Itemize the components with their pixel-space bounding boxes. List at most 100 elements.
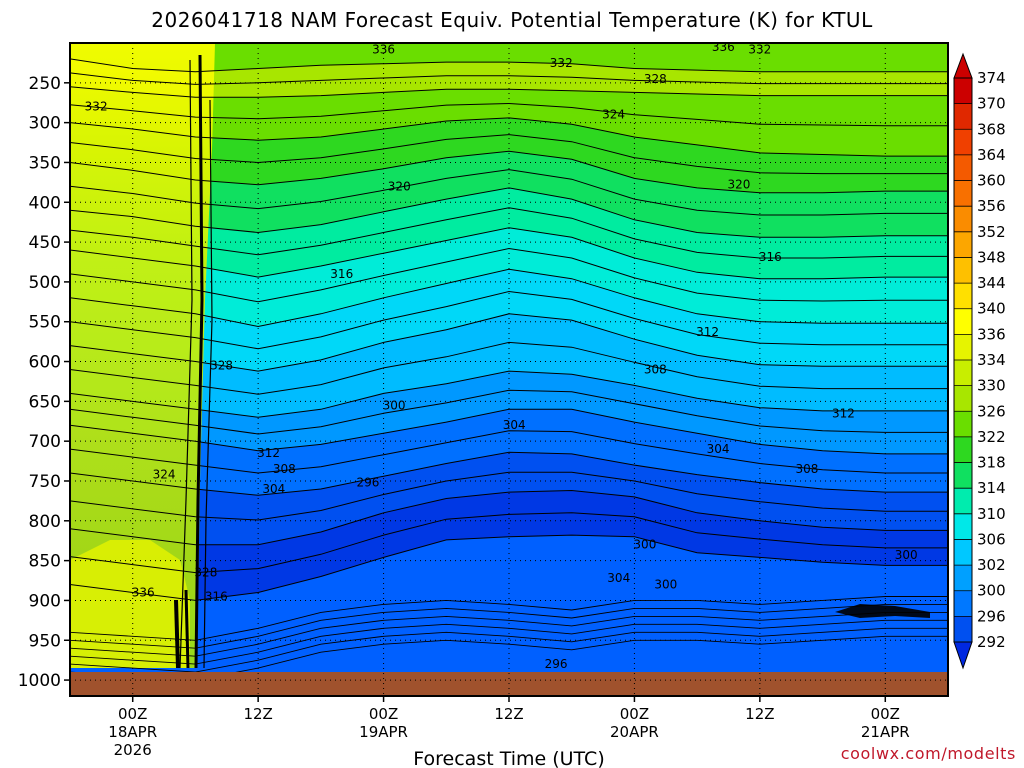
contour-label: 328	[644, 72, 667, 86]
contour-label: 316	[205, 589, 228, 603]
contour-line	[70, 207, 948, 259]
contour-line	[70, 489, 948, 546]
x-tick-label: 00Z	[118, 705, 147, 723]
warm-plume-region	[70, 43, 215, 668]
y-tick-label: 950	[29, 631, 61, 651]
theta-e-band	[70, 535, 948, 696]
colorbar-label: 370	[977, 95, 1006, 113]
y-tick-label: 900	[29, 591, 61, 611]
x-tick-label: 19APR	[359, 723, 408, 741]
colorbar-top-arrow	[953, 52, 973, 79]
y-tick-label: 700	[29, 432, 61, 452]
colorbar-swatch	[954, 231, 972, 258]
colorbar-label: 314	[977, 479, 1006, 497]
contour-line	[70, 512, 948, 574]
contour-line	[70, 86, 948, 98]
y-tick-label: 400	[29, 193, 61, 213]
colorbar-swatch	[954, 360, 972, 387]
plume-line	[194, 54, 204, 669]
contour-label: 332	[85, 100, 108, 114]
colorbar-label: 348	[977, 248, 1006, 266]
contour-line	[70, 227, 948, 280]
contour-label: 316	[330, 267, 353, 281]
contour-label: 304	[607, 571, 630, 585]
colorbar-label: 330	[977, 377, 1006, 395]
contour-label: 300	[895, 548, 918, 562]
contour-label: 312	[257, 446, 280, 460]
colorbar-label: 344	[977, 274, 1006, 292]
contour-line	[70, 389, 948, 435]
contour-line	[70, 430, 948, 474]
y-tick-label: 550	[29, 313, 61, 333]
x-tick-label: 18APR	[108, 723, 157, 741]
y-tick-label: 750	[29, 472, 61, 492]
x-tick-label: 12Z	[745, 705, 774, 723]
contour-line	[70, 341, 948, 395]
y-tick-label: 650	[29, 392, 61, 412]
colorbar-swatch	[954, 129, 972, 156]
colorbar-label: 374	[977, 69, 1006, 87]
contour-label: 308	[795, 462, 818, 476]
colorbar-swatch	[954, 411, 972, 438]
contour-label: 304	[503, 418, 526, 432]
x-tick-label: 21APR	[861, 723, 910, 741]
contour-label: 328	[210, 359, 233, 373]
colorbar-label: 334	[977, 351, 1006, 369]
colorbar-swatch	[954, 385, 972, 412]
colorbar-swatch	[954, 257, 972, 284]
y-tick-label: 500	[29, 273, 61, 293]
contour-label: 308	[644, 363, 667, 377]
plot-area: 336 336 332 332 328 324 332 320 320 316 316 312 312 3…	[70, 40, 948, 696]
lower-left-warm-region	[70, 43, 930, 669]
y-tick-label: 1000	[18, 671, 61, 691]
colorbar-label: 336	[977, 325, 1006, 343]
contour-line	[70, 290, 948, 350]
contour-label: 304	[707, 442, 730, 456]
contour-label: 316	[759, 250, 782, 264]
x-tick-label: 12Z	[243, 705, 272, 723]
contour-label: 296	[356, 476, 379, 490]
colorbar-swatch	[954, 565, 972, 592]
contour-line	[70, 471, 948, 521]
colorbar-label: 306	[977, 530, 1006, 548]
contour-label: 300	[633, 538, 656, 552]
colorbar-label: 292	[977, 633, 1006, 651]
contour-line	[70, 58, 948, 73]
colorbar-swatch	[954, 462, 972, 489]
colorbar-swatch	[954, 206, 972, 233]
contour-line	[70, 134, 948, 175]
contour-line	[70, 596, 948, 641]
contour-label: 328	[194, 566, 217, 580]
plume-line	[179, 59, 193, 669]
plume-line	[203, 99, 213, 669]
contour-line	[70, 534, 948, 601]
contour-line	[70, 150, 948, 194]
plume-line	[184, 589, 190, 669]
contour-label: 324	[602, 108, 625, 122]
colorbar-swatch	[954, 436, 972, 464]
contour-label: 300	[383, 398, 406, 412]
colorbar-label: 318	[977, 454, 1006, 472]
contour-label: 332	[748, 42, 771, 56]
contour-label: 324	[153, 468, 176, 482]
contour-label: 300	[654, 578, 677, 592]
contour-label: 336	[372, 42, 395, 56]
colorbar-label: 340	[977, 300, 1006, 318]
colorbar-label: 302	[977, 556, 1006, 574]
plume-line	[174, 599, 180, 669]
x-tick-label: 12Z	[494, 705, 523, 723]
colorbar-swatch	[954, 180, 972, 207]
colorbar-bottom-arrow	[953, 641, 973, 670]
colorbar-swatch	[954, 590, 972, 617]
contour-label: 312	[832, 406, 855, 420]
colorbar-label: 352	[977, 223, 1006, 241]
contour-label: 320	[388, 179, 411, 193]
contour-line	[70, 187, 948, 238]
colorbar-swatch	[954, 308, 972, 335]
y-axis: 250 300 350 400 450 500 550 600 650 700 750 800 850 9…	[18, 74, 70, 691]
contour-label: 336	[712, 40, 735, 54]
contour-line	[70, 72, 948, 85]
contour-line	[70, 117, 948, 157]
